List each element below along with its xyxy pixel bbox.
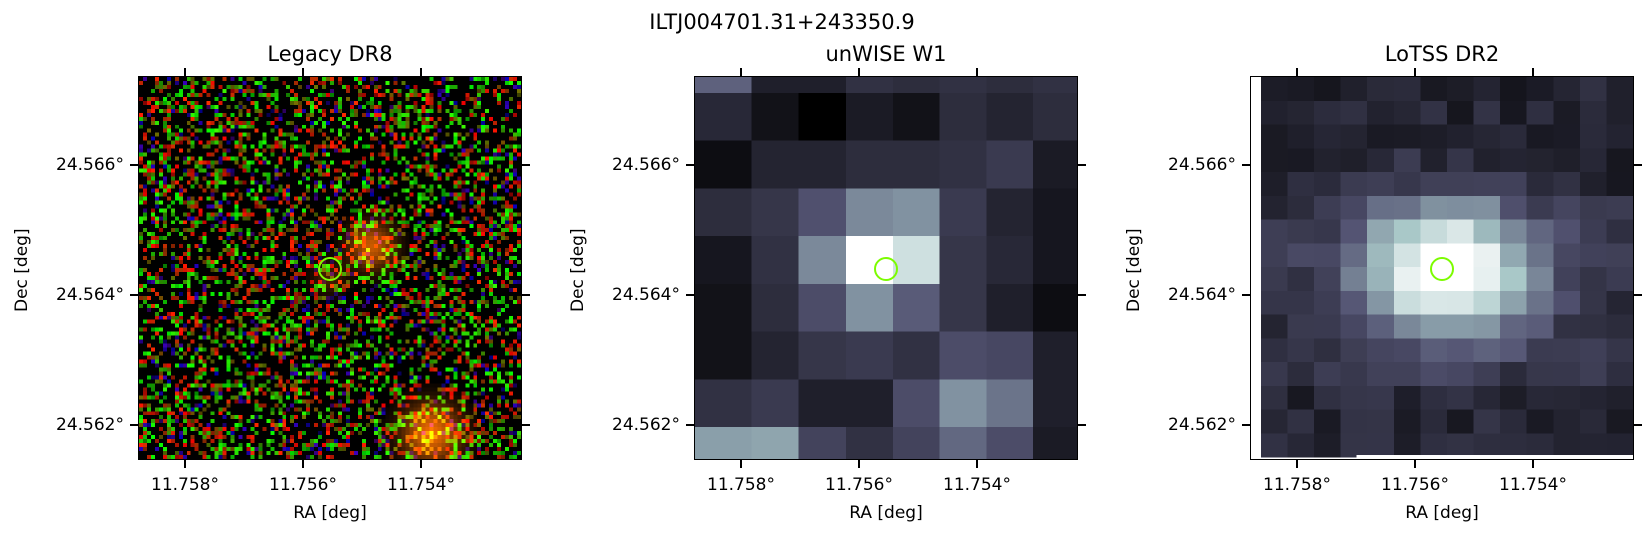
panel-title: LoTSS DR2 [1384,42,1500,66]
x-tick-label: 11.754° [943,475,1011,495]
y-tick-label: 24.564° [612,285,680,305]
x-axis-title: RA [deg] [849,503,923,523]
panel-lotss-dr2: LoTSS DR2 24.566° 24.564° 24.562° 11.758… [1112,0,1647,539]
y-axis-title: Dec [deg] [568,228,588,312]
y-tick-label: 24.562° [612,415,680,435]
x-tick-label: 11.758° [151,475,219,495]
y-tick-label: 24.564° [1168,285,1236,305]
lotss-image [1250,76,1634,460]
y-tick-label: 24.566° [1168,155,1236,175]
panel-unwise-w1: unWISE W1 24.566° 24.564° 24.562° 11.758… [556,0,1116,539]
x-tick-label: 11.756° [825,475,893,495]
y-axis-title: Dec [deg] [12,228,32,312]
panel-legacy-dr8: Legacy DR8 24.566° 24.564° 24.562° 11.75… [0,0,560,539]
x-tick-label: 11.754° [387,475,455,495]
source-marker [874,257,898,281]
source-marker [1430,257,1454,281]
y-tick-label: 24.562° [56,415,124,435]
x-tick-label: 11.756° [1381,475,1449,495]
y-axis-title: Dec [deg] [1124,228,1144,312]
x-axis-title: RA [deg] [1405,503,1479,523]
source-marker [318,257,342,281]
x-tick-label: 11.758° [1263,475,1331,495]
x-tick-label: 11.754° [1499,475,1567,495]
figure-suptitle: ILTJ004701.31+243350.9 [649,10,915,34]
x-axis-title: RA [deg] [293,503,367,523]
x-tick-label: 11.756° [269,475,337,495]
y-tick-label: 24.562° [1168,415,1236,435]
panel-title: Legacy DR8 [267,42,393,66]
y-tick-label: 24.566° [56,155,124,175]
panel-title: unWISE W1 [825,42,947,66]
y-tick-label: 24.564° [56,285,124,305]
y-tick-label: 24.566° [612,155,680,175]
x-tick-label: 11.758° [707,475,775,495]
